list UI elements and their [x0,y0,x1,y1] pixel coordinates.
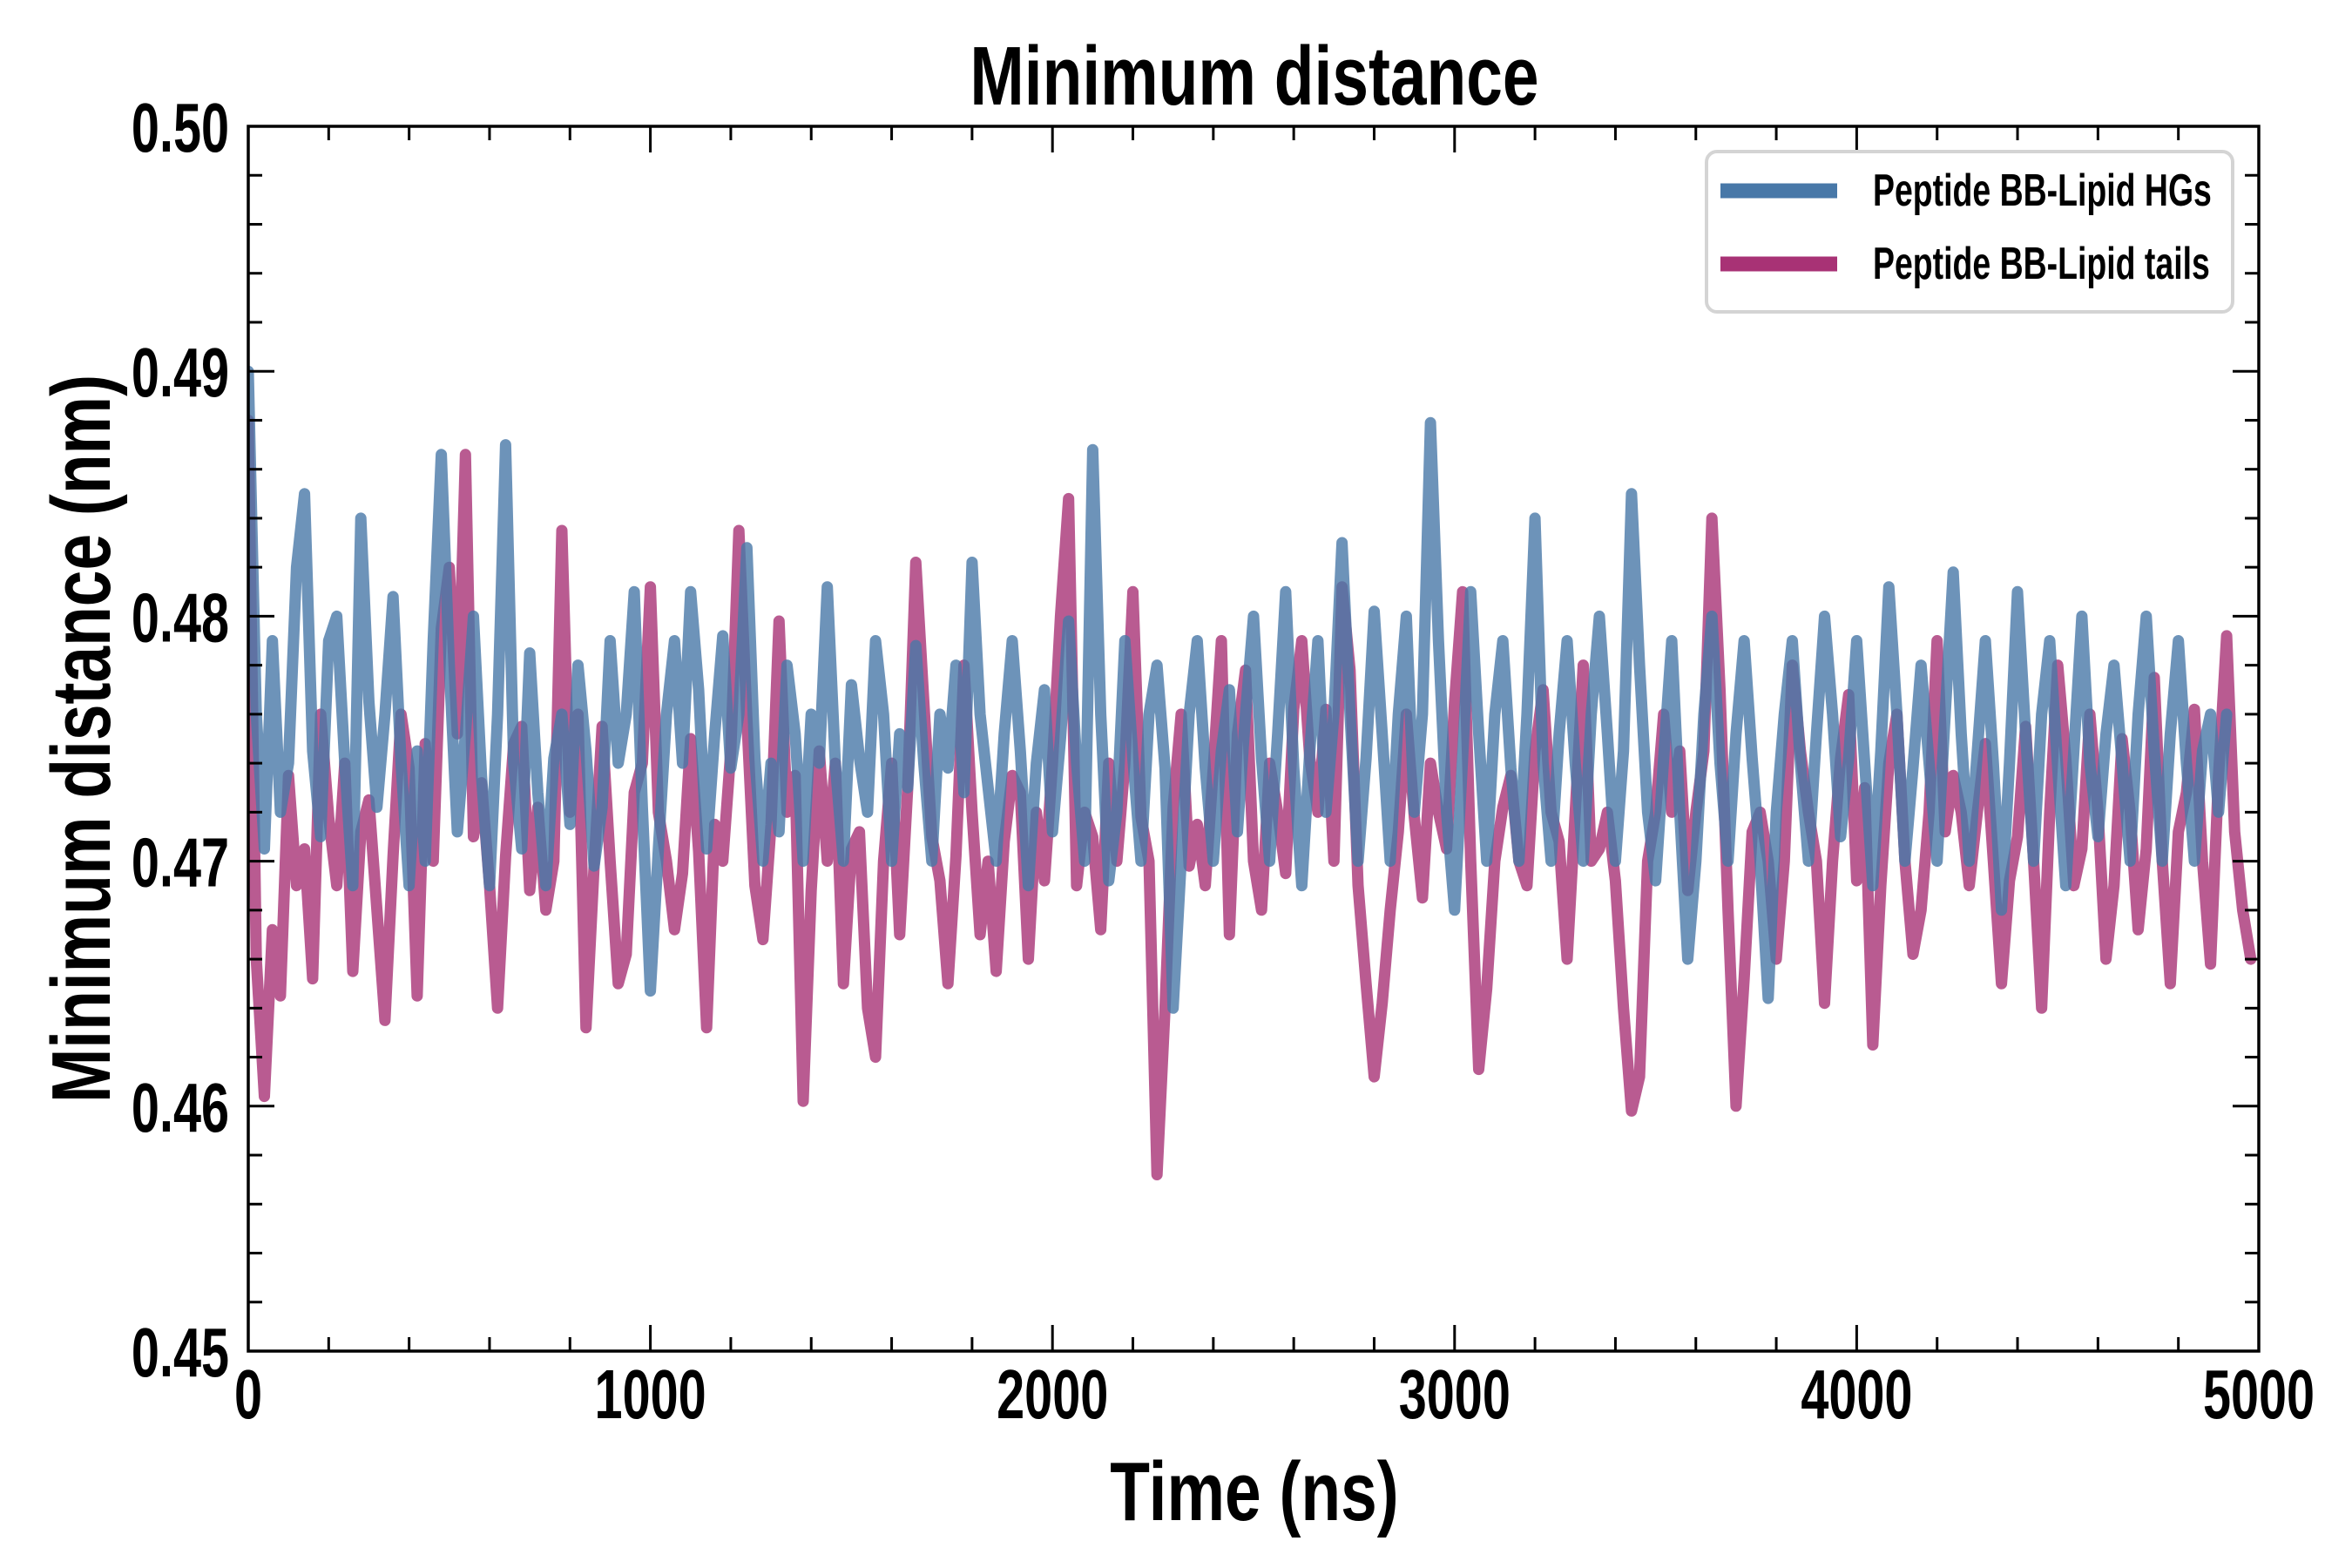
legend-label-tails: Peptide BB-Lipid tails [1873,238,2210,289]
legend: Peptide BB-Lipid HGs Peptide BB-Lipid ta… [1705,150,2234,314]
x-tick-label: 1000 [595,1355,706,1434]
legend-label-hgs: Peptide BB-Lipid HGs [1873,165,2212,216]
series-line-lipid-hgs [248,365,2233,1014]
y-tick-label: 0.46 [132,1068,229,1146]
y-tick-label: 0.45 [132,1314,229,1392]
x-tick-label: 2000 [997,1355,1108,1434]
series-layer [248,365,2257,1180]
tick-labels-layer: 0 1000 2000 3000 4000 5000 0.45 0.46 0.47 0.48 0.4… [132,89,2315,1434]
legend-box [1705,150,2234,314]
y-tick-label: 0.49 [132,334,229,412]
plot-frame [247,125,2261,1353]
x-tick-label: 3000 [1399,1355,1511,1434]
x-tick-label: 5000 [2203,1355,2315,1434]
x-tick-label: 4000 [1801,1355,1912,1434]
series-line-lipid-tails [248,414,2257,1180]
y-tick-label: 0.50 [132,89,229,167]
x-axis-label: Time (ns) [1110,1445,1398,1538]
y-axis-label: Minimum distance (nm) [35,375,128,1103]
y-tick-label: 0.48 [132,578,229,657]
x-tick-label: 0 [234,1355,262,1434]
y-tick-label: 0.47 [132,823,229,902]
chart-title: Minimum distance [970,30,1538,123]
